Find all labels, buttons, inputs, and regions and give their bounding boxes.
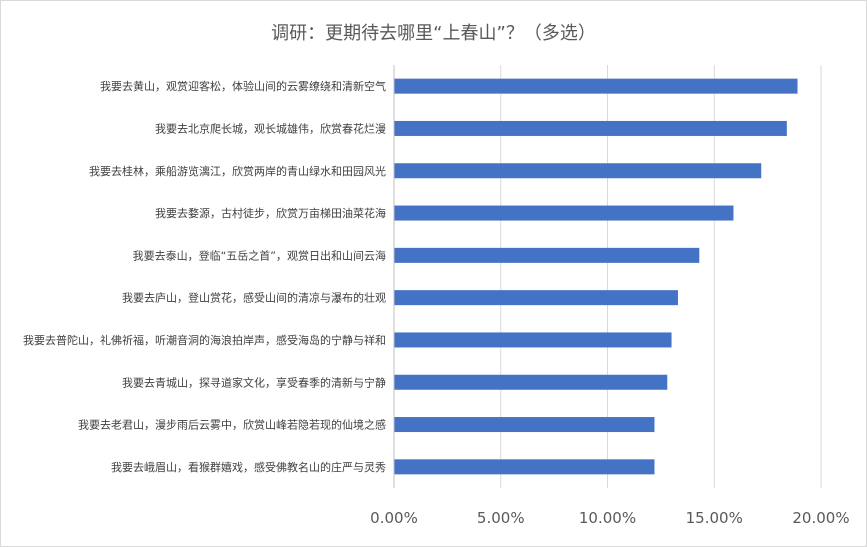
category-label: 我要去青城山，探寻道家文化，享受春季的清新与宁静 bbox=[122, 375, 386, 389]
bar bbox=[394, 417, 655, 433]
bar bbox=[394, 332, 672, 348]
category-label: 我要去庐山，登山赏花，感受山间的清凉与瀑布的壮观 bbox=[122, 291, 386, 305]
x-tick-label: 20.00% bbox=[792, 509, 849, 527]
bar bbox=[394, 205, 734, 221]
x-tick-label: 5.00% bbox=[477, 509, 525, 527]
category-label: 我要去峨眉山，看猴群嬉戏，感受佛教名山的庄严与灵秀 bbox=[111, 460, 386, 474]
category-label: 我要去婺源，古村徒步，欣赏万亩梯田油菜花海 bbox=[155, 206, 386, 220]
bar bbox=[394, 459, 655, 475]
x-tick-label: 10.00% bbox=[579, 509, 636, 527]
category-label: 我要去黄山，观赏迎客松，体验山间的云雾缭绕和清新空气 bbox=[100, 79, 386, 93]
bar bbox=[394, 290, 678, 306]
x-tick-label: 15.00% bbox=[686, 509, 743, 527]
bar bbox=[394, 78, 798, 94]
category-label: 我要去桂林，乘船游览漓江，欣赏两岸的青山绿水和田园风光 bbox=[89, 164, 386, 178]
category-label: 我要去老君山，漫步雨后云雾中，欣赏山峰若隐若现的仙境之感 bbox=[78, 418, 386, 432]
bar bbox=[394, 163, 762, 179]
x-tick-label: 0.00% bbox=[370, 509, 418, 527]
category-label: 我要去北京爬长城，观长城雄伟，欣赏春花烂漫 bbox=[155, 121, 386, 135]
bar bbox=[394, 374, 668, 390]
category-label: 我要去普陀山，礼佛祈福，听潮音洞的海浪拍岸声，感受海岛的宁静与祥和 bbox=[23, 333, 386, 347]
bar bbox=[394, 120, 787, 136]
bar bbox=[394, 247, 700, 263]
chart-title: 调研：更期待去哪里“上春山”？（多选） bbox=[271, 23, 596, 44]
category-label: 我要去泰山，登临“五岳之首”，观赏日出和山间云海 bbox=[133, 248, 386, 262]
